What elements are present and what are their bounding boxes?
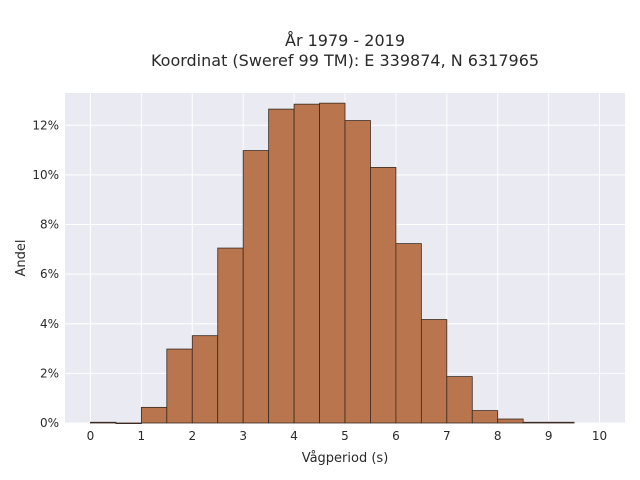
y-tick-labels: 0% 2% 4% 6% 8% 10% 12%: [32, 118, 59, 430]
histogram-bar: [90, 421, 117, 424]
histogram-bar: [344, 120, 371, 424]
histogram-bar: [140, 406, 168, 424]
chart-title-line1: År 1979 - 2019: [285, 31, 405, 50]
x-tick-label: 4: [290, 429, 298, 443]
histogram-bar: [420, 319, 448, 424]
histogram-bar: [522, 421, 550, 424]
x-tick-label: 2: [188, 429, 196, 443]
histogram-bar: [191, 335, 219, 424]
histogram-bar: [115, 422, 142, 425]
histogram-bar: [242, 150, 270, 424]
bars-layer: [90, 102, 575, 425]
y-tick-label: 6%: [40, 267, 59, 281]
histogram-bar: [217, 247, 244, 424]
y-tick-label: 0%: [40, 416, 59, 430]
histogram-bar: [497, 418, 524, 424]
y-tick-label: 4%: [40, 317, 59, 331]
histogram-bar: [370, 167, 397, 424]
y-tick-label: 10%: [32, 168, 59, 182]
histogram-bar: [395, 243, 422, 424]
x-tick-label: 5: [341, 429, 349, 443]
y-axis-label: Andel: [14, 240, 29, 277]
histogram-bar: [166, 348, 193, 424]
x-tick-label: 1: [138, 429, 146, 443]
x-tick-label: 3: [239, 429, 247, 443]
y-tick-label: 12%: [32, 118, 59, 132]
x-tick-label: 0: [87, 429, 95, 443]
histogram-bar: [446, 376, 473, 424]
chart-title-line2: Koordinat (Sweref 99 TM): E 339874, N 63…: [151, 51, 539, 70]
x-tick-label: 9: [545, 429, 553, 443]
histogram-bar: [293, 103, 320, 424]
histogram-bar: [471, 410, 499, 424]
x-tick-label: 6: [392, 429, 400, 443]
x-tick-label: 10: [592, 429, 607, 443]
x-tick-labels: 0 1 2 3 4 5 6 7 8 9 10: [87, 429, 608, 443]
y-tick-label: 8%: [40, 218, 59, 232]
histogram-bar: [548, 421, 575, 424]
x-tick-label: 7: [443, 429, 451, 443]
histogram-bar: [319, 102, 346, 424]
x-axis-label: Vågperiod (s): [302, 451, 389, 466]
x-tick-label: 8: [494, 429, 502, 443]
histogram-bar: [268, 108, 295, 424]
y-tick-label: 2%: [40, 366, 59, 380]
